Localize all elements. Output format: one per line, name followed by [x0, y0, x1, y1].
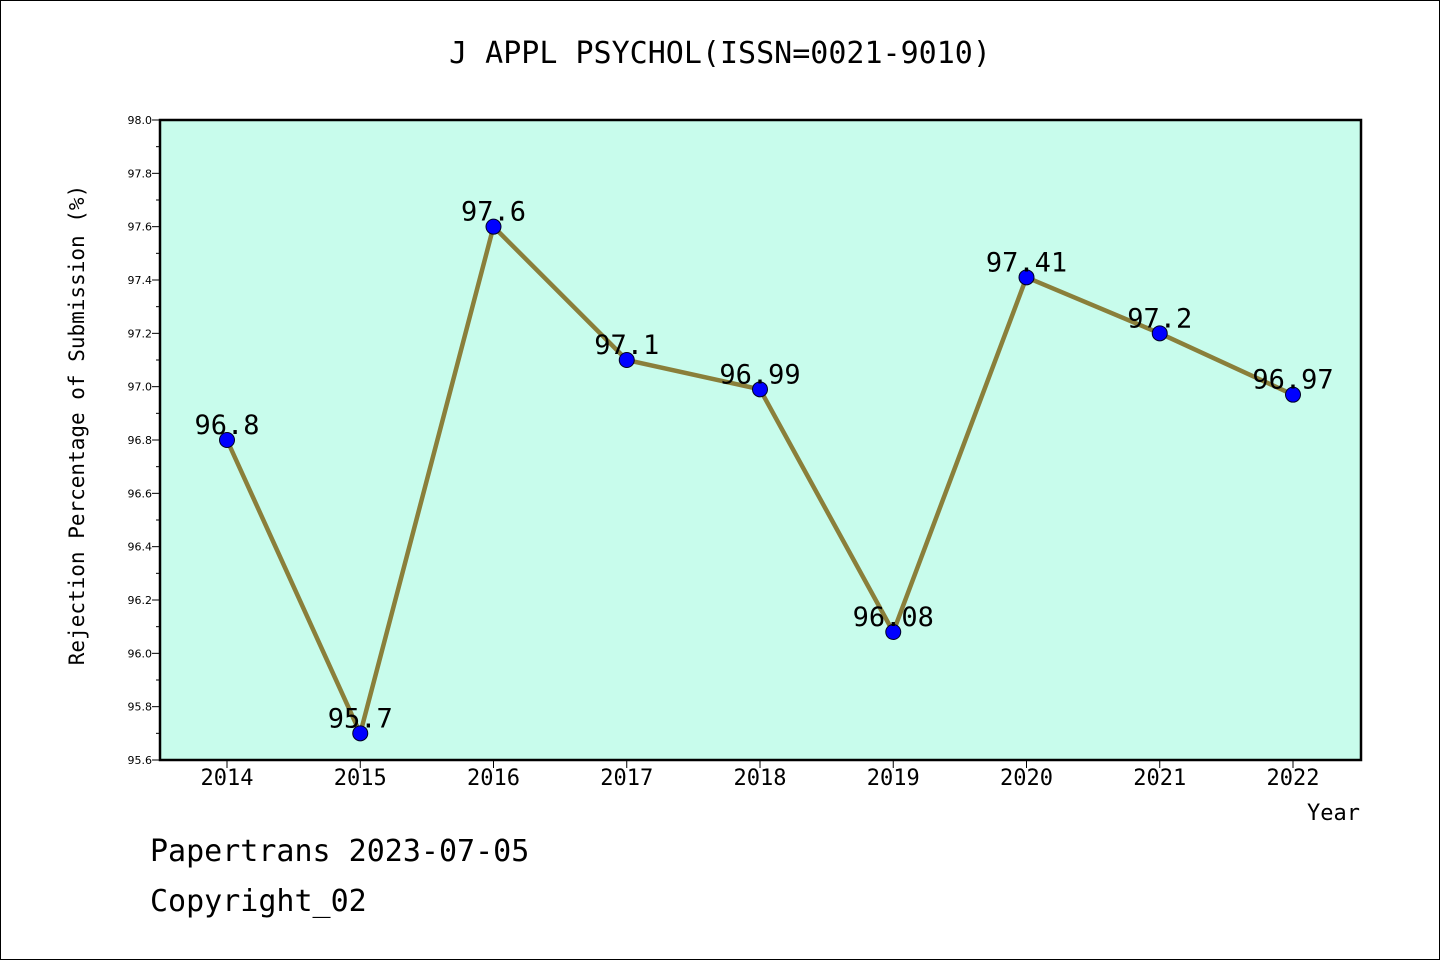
y-tick-label: 97.2	[128, 327, 153, 340]
data-label: 97.2	[1127, 303, 1192, 334]
data-point	[1151, 325, 1168, 342]
data-point	[885, 624, 902, 640]
y-tick-label: 97.6	[128, 221, 153, 234]
footer-date: Papertrans 2023-07-05	[150, 834, 530, 869]
data-label: 96.97	[1252, 365, 1333, 396]
y-tick-label: 95.6	[128, 754, 153, 767]
x-tick-label: 2017	[600, 766, 653, 791]
x-tick-label: 2019	[867, 766, 920, 791]
data-point	[1285, 386, 1301, 403]
y-tick-label: 96.6	[128, 487, 153, 500]
data-label: 96.8	[194, 410, 259, 441]
y-tick-label: 95.8	[128, 701, 153, 714]
y-tick-label: 97.4	[128, 274, 153, 287]
data-label: 95.7	[328, 703, 393, 734]
data-point	[352, 725, 369, 742]
data-point	[1018, 269, 1035, 286]
x-tick-label: 2022	[1267, 766, 1320, 791]
y-tick-label: 96.0	[128, 647, 153, 660]
x-tick-label: 2014	[201, 766, 254, 791]
data-point	[618, 352, 635, 368]
x-axis-label: Year	[1307, 801, 1360, 826]
footer-copyright: Copyright_02	[150, 884, 367, 919]
x-tick-label: 2018	[734, 766, 787, 791]
x-tick-label: 2020	[1000, 766, 1053, 791]
plot-area	[158, 118, 1363, 762]
y-tick-label: 96.4	[128, 541, 153, 554]
y-tick-label: 97.8	[128, 167, 153, 180]
y-axis-label: Rejection Percentage of Submission (%)	[65, 185, 89, 665]
x-tick-label: 2021	[1133, 766, 1186, 791]
data-label: 97.6	[461, 197, 526, 228]
data-label: 96.99	[719, 359, 800, 390]
data-label: 96.08	[853, 602, 934, 633]
data-point	[485, 218, 502, 235]
y-tick-label: 96.8	[128, 434, 153, 447]
data-label: 97.1	[594, 330, 659, 361]
x-tick-label: 2016	[467, 766, 520, 791]
data-point	[752, 381, 768, 398]
x-tick-label: 2015	[334, 766, 387, 791]
y-tick-label: 96.2	[128, 594, 153, 607]
y-tick-label: 98.0	[128, 114, 153, 127]
data-label: 97.41	[986, 247, 1067, 278]
y-tick-label: 97.0	[128, 381, 153, 394]
chart-title: J APPL PSYCHOL(ISSN=0021-9010)	[449, 36, 991, 71]
data-point	[219, 432, 235, 448]
